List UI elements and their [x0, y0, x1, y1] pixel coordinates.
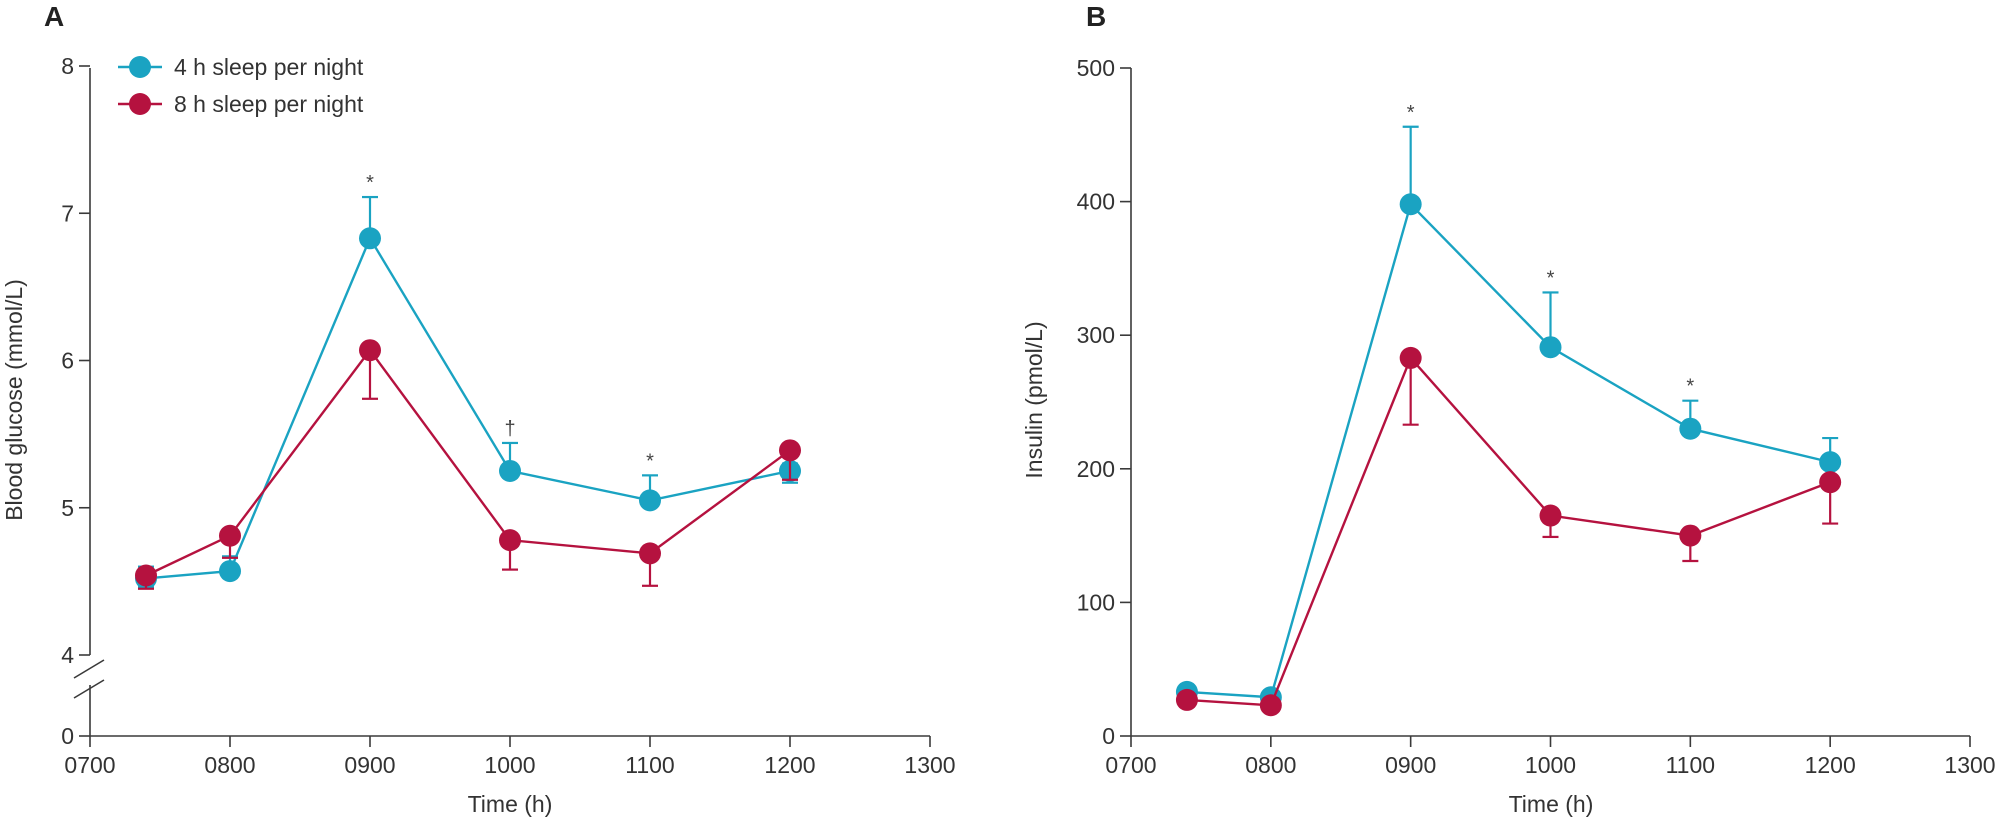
significance-marker: * — [1407, 102, 1415, 124]
data-point-8h — [219, 524, 241, 547]
series-line-8h — [145, 348, 791, 577]
legend: 4 h sleep per night 8 h sleep per night — [118, 54, 364, 117]
y-tick-label: 200 — [1077, 456, 1115, 482]
y-tick-label: 100 — [1077, 589, 1115, 615]
x-tick-label: 1000 — [1525, 752, 1576, 778]
significance-marker: * — [1686, 376, 1694, 398]
x-tick-label: 0900 — [344, 752, 395, 778]
panel-b-series — [1175, 125, 1842, 717]
x-tick-label: 1300 — [1944, 752, 1995, 778]
series-line-8h — [1186, 355, 1831, 707]
data-point-8h — [1679, 524, 1702, 547]
data-point-4h — [639, 489, 661, 512]
legend-marker-8h — [129, 93, 151, 115]
panel-a-y-axis-title: Blood glucose (mmol/L) — [1, 279, 27, 521]
data-point-4h — [1819, 451, 1842, 474]
data-point-4h — [1539, 336, 1562, 359]
legend-label-4h: 4 h sleep per night — [174, 54, 364, 80]
y-tick-label: 8 — [61, 53, 74, 79]
significance-marker: * — [646, 450, 654, 472]
legend-marker-4h — [129, 56, 151, 78]
data-point-8h — [1539, 504, 1562, 527]
y-tick-label: 0 — [1102, 723, 1115, 749]
panel-a-series — [135, 195, 801, 590]
data-point-4h — [1679, 417, 1702, 440]
panel-a: A 0 4 5 6 7 8 0700 0800 0900 1000 1100 1200 1300 Ti… — [1, 1, 956, 817]
data-point-8h — [135, 564, 157, 587]
data-point-4h — [499, 459, 521, 482]
x-tick-label: 1200 — [764, 752, 815, 778]
significance-marker: † — [504, 418, 515, 440]
panel-b-y-ticks: 0 100 200 300 400 500 — [1077, 55, 1131, 749]
x-tick-label: 0800 — [204, 752, 255, 778]
data-point-8h — [1259, 694, 1282, 717]
series-line-4h — [145, 235, 791, 580]
panel-a-x-axis-title: Time (h) — [468, 791, 553, 817]
data-point-8h — [639, 542, 661, 565]
panel-a-y-ticks: 0 4 5 6 7 8 — [61, 53, 90, 749]
x-tick-label: 1100 — [625, 752, 674, 778]
x-tick-label: 1300 — [904, 752, 955, 778]
y-tick-label: 400 — [1077, 189, 1115, 215]
y-tick-label: 6 — [61, 348, 74, 374]
panel-b-x-axis-title: Time (h) — [1509, 791, 1594, 817]
legend-label-8h: 8 h sleep per night — [174, 91, 364, 117]
panel-a-axis-break-1 — [73, 659, 105, 679]
panel-b-annotations: * * * — [1407, 102, 1695, 398]
panel-a-annotations: * † * — [366, 172, 654, 472]
data-point-8h — [1819, 471, 1842, 494]
x-tick-label: 0800 — [1245, 752, 1296, 778]
panel-b: B 0 100 200 300 400 500 0700 0800 0900 1000 1100 1… — [1021, 1, 1996, 817]
y-tick-label: 0 — [61, 723, 74, 749]
x-tick-label: 0700 — [1105, 752, 1156, 778]
significance-marker: * — [366, 172, 374, 194]
panel-b-y-axis-title: Insulin (pmol/L) — [1021, 321, 1047, 478]
panel-a-axis-break-2 — [73, 679, 105, 699]
x-tick-label: 1100 — [1666, 752, 1715, 778]
data-point-8h — [499, 529, 521, 552]
series-line-4h — [1186, 201, 1831, 699]
x-tick-label: 1200 — [1805, 752, 1856, 778]
data-point-8h — [1175, 688, 1198, 711]
panel-b-label: B — [1086, 1, 1106, 32]
y-tick-label: 7 — [61, 200, 74, 226]
panel-b-x-ticks: 0700 0800 0900 1000 1100 1200 1300 — [1105, 736, 1996, 778]
x-tick-label: 0900 — [1385, 752, 1436, 778]
y-tick-label: 500 — [1077, 55, 1115, 81]
y-tick-label: 300 — [1077, 322, 1115, 348]
data-point-4h — [1399, 193, 1422, 216]
x-tick-label: 1000 — [484, 752, 535, 778]
data-point-4h — [359, 227, 381, 250]
y-tick-label: 4 — [61, 642, 74, 668]
y-tick-label: 5 — [61, 495, 74, 521]
data-point-8h — [359, 339, 381, 362]
panel-a-label: A — [44, 1, 64, 32]
x-tick-label: 0700 — [64, 752, 115, 778]
data-point-8h — [1399, 346, 1422, 369]
data-point-8h — [779, 439, 801, 462]
data-point-4h — [219, 560, 241, 583]
significance-marker: * — [1547, 267, 1555, 289]
panel-a-x-ticks: 0700 0800 0900 1000 1100 1200 1300 — [64, 736, 956, 778]
